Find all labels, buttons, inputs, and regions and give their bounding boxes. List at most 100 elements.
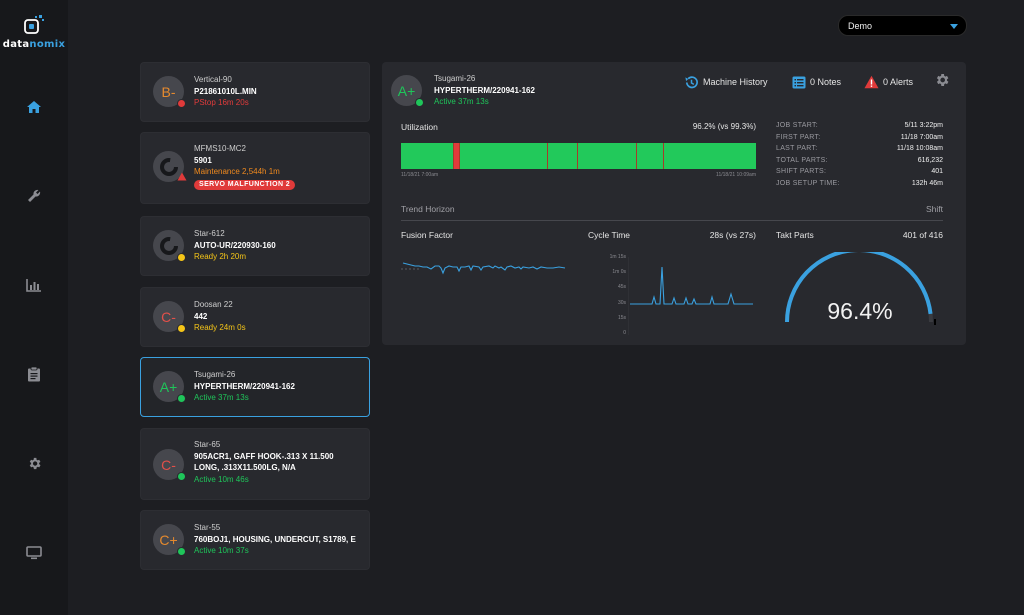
history-icon <box>685 75 698 88</box>
utilization-divider <box>636 143 638 169</box>
y-tick-label: 45s <box>617 284 626 291</box>
machine-job: 442 <box>194 311 208 321</box>
utilization-divider <box>662 143 664 169</box>
utilization-divider <box>576 143 578 169</box>
machine-card[interactable]: Star-612 AUTO-UR/220930-160 Ready 2h 20m <box>140 216 370 276</box>
demo-select[interactable]: Demo <box>838 15 967 36</box>
fusion-factor-sparkline <box>401 262 566 275</box>
y-tick-label: 1m 0s <box>612 269 626 276</box>
logo-text: datanomix <box>2 39 66 50</box>
y-tick-label: 1m 15s <box>609 254 626 260</box>
machine-name: Doosan 22 <box>194 300 233 309</box>
utilization-divider <box>459 143 461 169</box>
warning-icon <box>177 168 187 184</box>
y-tick-label: 30s <box>617 299 626 306</box>
machine-card[interactable]: B- Vertical-90 P21861010L.MIN PStop 16m 20s <box>140 62 370 122</box>
chart-icon[interactable] <box>24 275 44 295</box>
machine-card[interactable]: C- Doosan 22 442 Ready 24m 0s <box>140 287 370 347</box>
utilization-end-time: 11/18/21 10:09am <box>716 172 756 178</box>
demo-select-value: Demo <box>848 20 873 31</box>
stat-key: JOB SETUP TIME: <box>776 179 840 187</box>
trend-horizon-label: Trend Horizon <box>401 204 455 214</box>
machine-status: Active 10m 46s <box>194 474 249 484</box>
detail-status-dot <box>415 98 424 107</box>
utilization-divider <box>452 143 454 169</box>
stat-key: LAST PART: <box>776 145 818 152</box>
stat-value: 132h 46m <box>911 179 943 187</box>
chevron-down-icon <box>950 24 958 29</box>
shift-selector[interactable]: Shift <box>925 204 943 214</box>
machine-job-line2: LONG, .313X11.500LG, N/A <box>194 463 296 472</box>
divider <box>401 220 943 221</box>
notes-icon <box>792 76 806 88</box>
machine-job: HYPERTHERM/220941-162 <box>194 381 295 391</box>
machine-card[interactable]: C- Star-65 905ACR1, GAFF HOOK-.313 X 11.50… <box>140 428 370 500</box>
detail-job: HYPERTHERM/220941-162 <box>434 85 535 95</box>
spinner-icon <box>159 157 178 176</box>
stat-value: 11/18 10:08am <box>896 145 943 152</box>
wrench-icon[interactable] <box>24 186 44 206</box>
panel-settings-gear-icon[interactable] <box>934 72 954 88</box>
stat-key: TOTAL PARTS: <box>776 156 828 164</box>
machine-status: Ready 24m 0s <box>194 323 246 332</box>
grade-badge: C- <box>153 449 186 481</box>
stat-value: 616,232 <box>917 156 943 164</box>
machine-job: 5901 <box>194 155 212 165</box>
alerts-button[interactable]: 0 Alerts <box>864 74 913 90</box>
grade-badge <box>153 230 186 262</box>
cycle-time-label: Cycle Time <box>588 230 631 240</box>
machine-detail-panel: A+ Tsugami-26 HYPERTHERM/220941-162 Acti… <box>382 62 966 345</box>
machine-name: MFMS10-MC2 <box>194 144 247 153</box>
machine-name: Star-612 <box>194 229 225 238</box>
fusion-factor-label: Fusion Factor <box>401 230 453 240</box>
stat-key: SHIFT PARTS: <box>776 168 827 175</box>
notes-button[interactable]: 0 Notes <box>792 74 841 90</box>
machine-name: Star-65 <box>194 440 221 449</box>
stat-row: LAST PART: 11/18 10:08am <box>776 143 943 155</box>
gear-icon[interactable] <box>24 453 44 473</box>
utilization-start-time: 11/18/21 7:00am <box>401 172 439 178</box>
machine-card[interactable]: C+ Star-55 760BOJ1, HOUSING, UNDERCUT, S17… <box>140 510 370 570</box>
utilization-bar[interactable] <box>401 143 756 169</box>
stat-row: FIRST PART: 11/18 7:00am <box>776 132 943 144</box>
home-icon[interactable] <box>24 97 44 117</box>
alert-triangle-icon <box>864 75 879 89</box>
grade-badge: C+ <box>153 524 186 556</box>
utilization-segment <box>401 143 453 169</box>
stat-key: FIRST PART: <box>776 133 821 141</box>
machine-name: Star-55 <box>194 523 221 532</box>
status-dot <box>177 99 186 108</box>
monitor-icon[interactable] <box>24 543 44 563</box>
stat-row: TOTAL PARTS: 616,232 <box>776 155 943 167</box>
stat-value: 11/18 7:00am <box>900 133 943 141</box>
status-dot <box>177 547 186 556</box>
utilization-divider <box>546 143 548 169</box>
cycle-time-chart <box>628 257 753 335</box>
detail-grade-badge: A+ <box>391 75 424 107</box>
machine-card[interactable]: A+ Tsugami-26 HYPERTHERM/220941-162 Active … <box>140 357 370 417</box>
takt-parts-value: 401 of 416 <box>902 230 943 240</box>
stat-key: JOB START: <box>776 122 819 129</box>
machine-history-button[interactable]: Machine History <box>684 74 768 90</box>
takt-parts-label: Takt Parts <box>776 230 814 240</box>
job-stats: JOB START: 5/11 3:22pm FIRST PART: 11/18 7:… <box>776 120 943 189</box>
cycle-time-value: 28s (vs 27s) <box>709 230 756 240</box>
utilization-value: 96.2% (vs 99.3%) <box>692 122 756 131</box>
stat-row: JOB SETUP TIME: 132h 46m <box>776 178 943 190</box>
y-tick-label: 0 <box>623 330 626 336</box>
grade-badge: A+ <box>153 371 186 403</box>
takt-percent: 96.4% <box>827 298 893 324</box>
machine-job: 760BOJ1, HOUSING, UNDERCUT, S1789, E <box>194 534 356 544</box>
detail-machine-name: Tsugami-26 <box>434 74 476 83</box>
clipboard-icon[interactable] <box>24 364 44 384</box>
machine-job: 905ACR1, GAFF HOOK-.313 X 11.500 <box>194 451 334 461</box>
stat-row: JOB START: 5/11 3:22pm <box>776 120 943 132</box>
machine-card[interactable]: MFMS10-MC2 5901 Maintenance 2,544h 1m SERVO… <box>140 132 370 204</box>
status-dot <box>177 394 186 403</box>
status-dot <box>177 253 186 262</box>
machine-status: Maintenance 2,544h 1m <box>194 167 280 176</box>
machine-job: AUTO-UR/220930-160 <box>194 240 276 250</box>
utilization-segment <box>459 143 756 169</box>
sidebar: datanomix <box>0 0 68 615</box>
logo[interactable]: datanomix <box>0 14 68 50</box>
